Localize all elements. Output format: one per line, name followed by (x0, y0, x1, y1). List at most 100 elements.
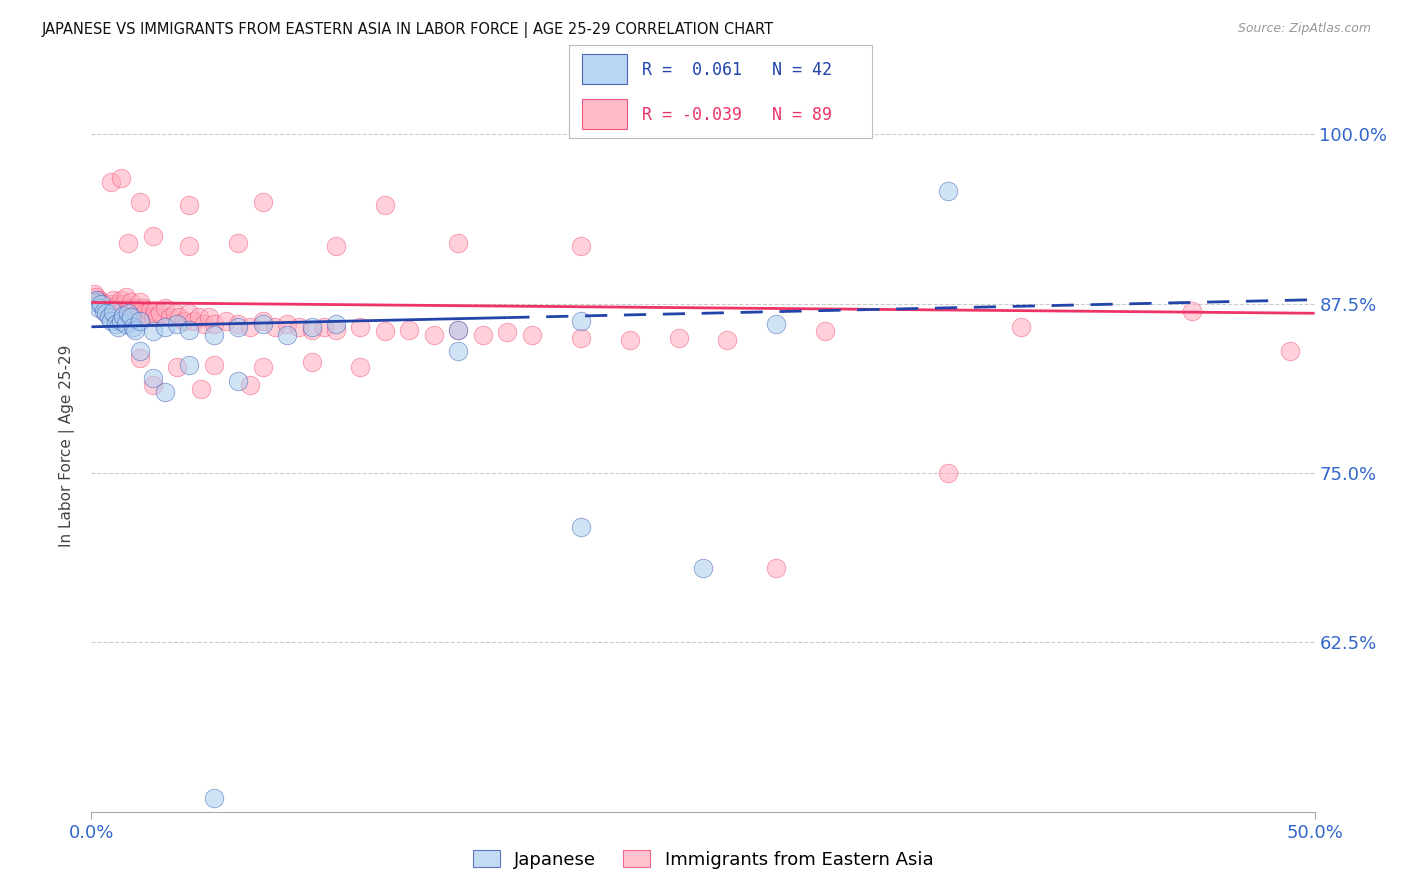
Point (112, 309, 135, 323)
Point (129, 344, 152, 359)
Point (143, 303, 166, 318)
Point (193, 317, 215, 331)
Point (179, 358, 201, 372)
Point (110, 314, 132, 328)
Y-axis label: In Labor Force | Age 25-29: In Labor Force | Age 25-29 (59, 345, 76, 547)
Point (129, 295, 152, 310)
Point (1181, 303, 1204, 318)
Point (117, 306, 139, 320)
Point (202, 327, 225, 342)
Point (127, 306, 149, 320)
Point (93, 303, 115, 318)
Point (83, 295, 105, 310)
Point (124, 322, 146, 336)
Point (117, 301, 139, 315)
Point (301, 322, 323, 336)
Point (188, 310, 211, 325)
Point (496, 325, 519, 339)
Point (103, 293, 125, 307)
Point (226, 374, 249, 388)
Point (325, 238, 347, 252)
Point (153, 301, 176, 315)
Point (134, 306, 156, 320)
Bar (582, 54, 627, 84)
Point (179, 322, 201, 336)
Point (668, 331, 690, 345)
Point (93, 297, 115, 311)
Point (288, 319, 311, 334)
Point (122, 303, 145, 318)
Legend: Japanese, Immigrants from Eastern Asia: Japanese, Immigrants from Eastern Asia (465, 843, 941, 876)
Point (179, 306, 201, 320)
Point (936, 466, 959, 480)
Point (301, 355, 323, 369)
Point (765, 561, 787, 575)
Point (1010, 319, 1032, 334)
Point (179, 198, 201, 212)
Point (87, 293, 110, 307)
Point (114, 317, 136, 331)
Point (146, 310, 169, 325)
Point (120, 295, 142, 310)
Point (122, 319, 145, 334)
Point (97, 310, 120, 325)
Text: Source: ZipAtlas.com: Source: ZipAtlas.com (1237, 22, 1371, 36)
Point (141, 371, 163, 385)
Point (447, 322, 470, 336)
Point (447, 344, 470, 359)
Point (141, 378, 163, 392)
Point (100, 175, 122, 189)
Point (166, 360, 188, 375)
Point (159, 310, 181, 325)
Point (100, 314, 122, 328)
Point (183, 314, 205, 328)
Point (149, 306, 172, 320)
Point (129, 195, 152, 210)
Point (1279, 344, 1302, 359)
Point (87, 301, 110, 315)
Point (163, 306, 186, 320)
Point (112, 297, 135, 311)
Point (716, 334, 738, 348)
Point (325, 317, 347, 331)
Point (129, 314, 152, 328)
Point (110, 170, 132, 185)
Point (202, 317, 225, 331)
Point (153, 384, 176, 399)
Point (202, 358, 225, 372)
Point (226, 235, 249, 250)
Point (107, 297, 129, 311)
Point (179, 238, 201, 252)
Point (117, 235, 139, 250)
Point (94, 306, 117, 320)
Point (124, 301, 146, 315)
Text: JAPANESE VS IMMIGRANTS FROM EASTERN ASIA IN LABOR FORCE | AGE 25-29 CORRELATION : JAPANESE VS IMMIGRANTS FROM EASTERN ASIA… (42, 22, 775, 38)
Point (141, 310, 163, 325)
Bar (582, 99, 627, 129)
Point (276, 327, 298, 342)
Point (94, 301, 117, 315)
Point (153, 319, 176, 334)
Point (198, 310, 221, 325)
Point (239, 378, 262, 392)
Point (252, 317, 274, 331)
Point (423, 327, 446, 342)
Point (139, 303, 162, 318)
Point (169, 310, 191, 325)
Point (239, 319, 262, 334)
Point (202, 791, 225, 805)
Text: R =  0.061   N = 42: R = 0.061 N = 42 (643, 61, 832, 78)
Point (252, 195, 274, 210)
Point (90, 297, 112, 311)
Point (520, 327, 543, 342)
Point (252, 314, 274, 328)
Point (349, 319, 371, 334)
Point (129, 351, 152, 365)
Point (107, 319, 129, 334)
Point (136, 310, 159, 325)
Point (100, 297, 122, 311)
Point (190, 382, 212, 396)
Point (301, 319, 323, 334)
Point (226, 317, 249, 331)
Point (84, 293, 107, 307)
